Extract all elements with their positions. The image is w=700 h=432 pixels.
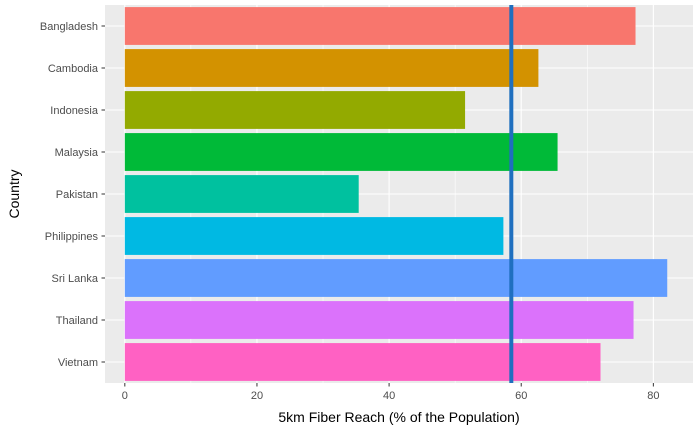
y-tick-label: Indonesia xyxy=(50,105,99,117)
y-axis: Bangladesh Cambodia Indonesia Malaysia Pakis… xyxy=(40,21,105,369)
y-tick-label: Sri Lanka xyxy=(52,273,99,285)
bar xyxy=(124,49,539,87)
x-tick-label: 40 xyxy=(383,390,395,402)
y-tick-label: Bangladesh xyxy=(40,21,98,33)
y-tick-label: Cambodia xyxy=(48,63,99,75)
x-tick-label: 20 xyxy=(251,390,263,402)
y-tick-label: Philippines xyxy=(45,231,99,243)
bar xyxy=(124,301,634,339)
y-tick-label: Pakistan xyxy=(56,189,98,201)
bar xyxy=(124,217,504,255)
x-tick-label: 60 xyxy=(515,390,527,402)
x-tick-label: 0 xyxy=(122,390,128,402)
bar xyxy=(124,259,668,297)
y-tick-label: Thailand xyxy=(56,315,98,327)
y-tick-label: Malaysia xyxy=(55,147,99,159)
bar xyxy=(124,91,466,129)
y-axis-title: Country xyxy=(6,169,22,218)
bar xyxy=(124,343,601,381)
x-tick-label: 80 xyxy=(647,390,659,402)
bar xyxy=(124,175,359,213)
y-tick-label: Vietnam xyxy=(58,357,98,369)
bars xyxy=(124,7,668,381)
x-axis-title: 5km Fiber Reach (% of the Population) xyxy=(278,409,519,425)
bar xyxy=(124,7,636,45)
bar xyxy=(124,133,558,171)
x-axis: 0 20 40 60 80 xyxy=(122,383,659,402)
